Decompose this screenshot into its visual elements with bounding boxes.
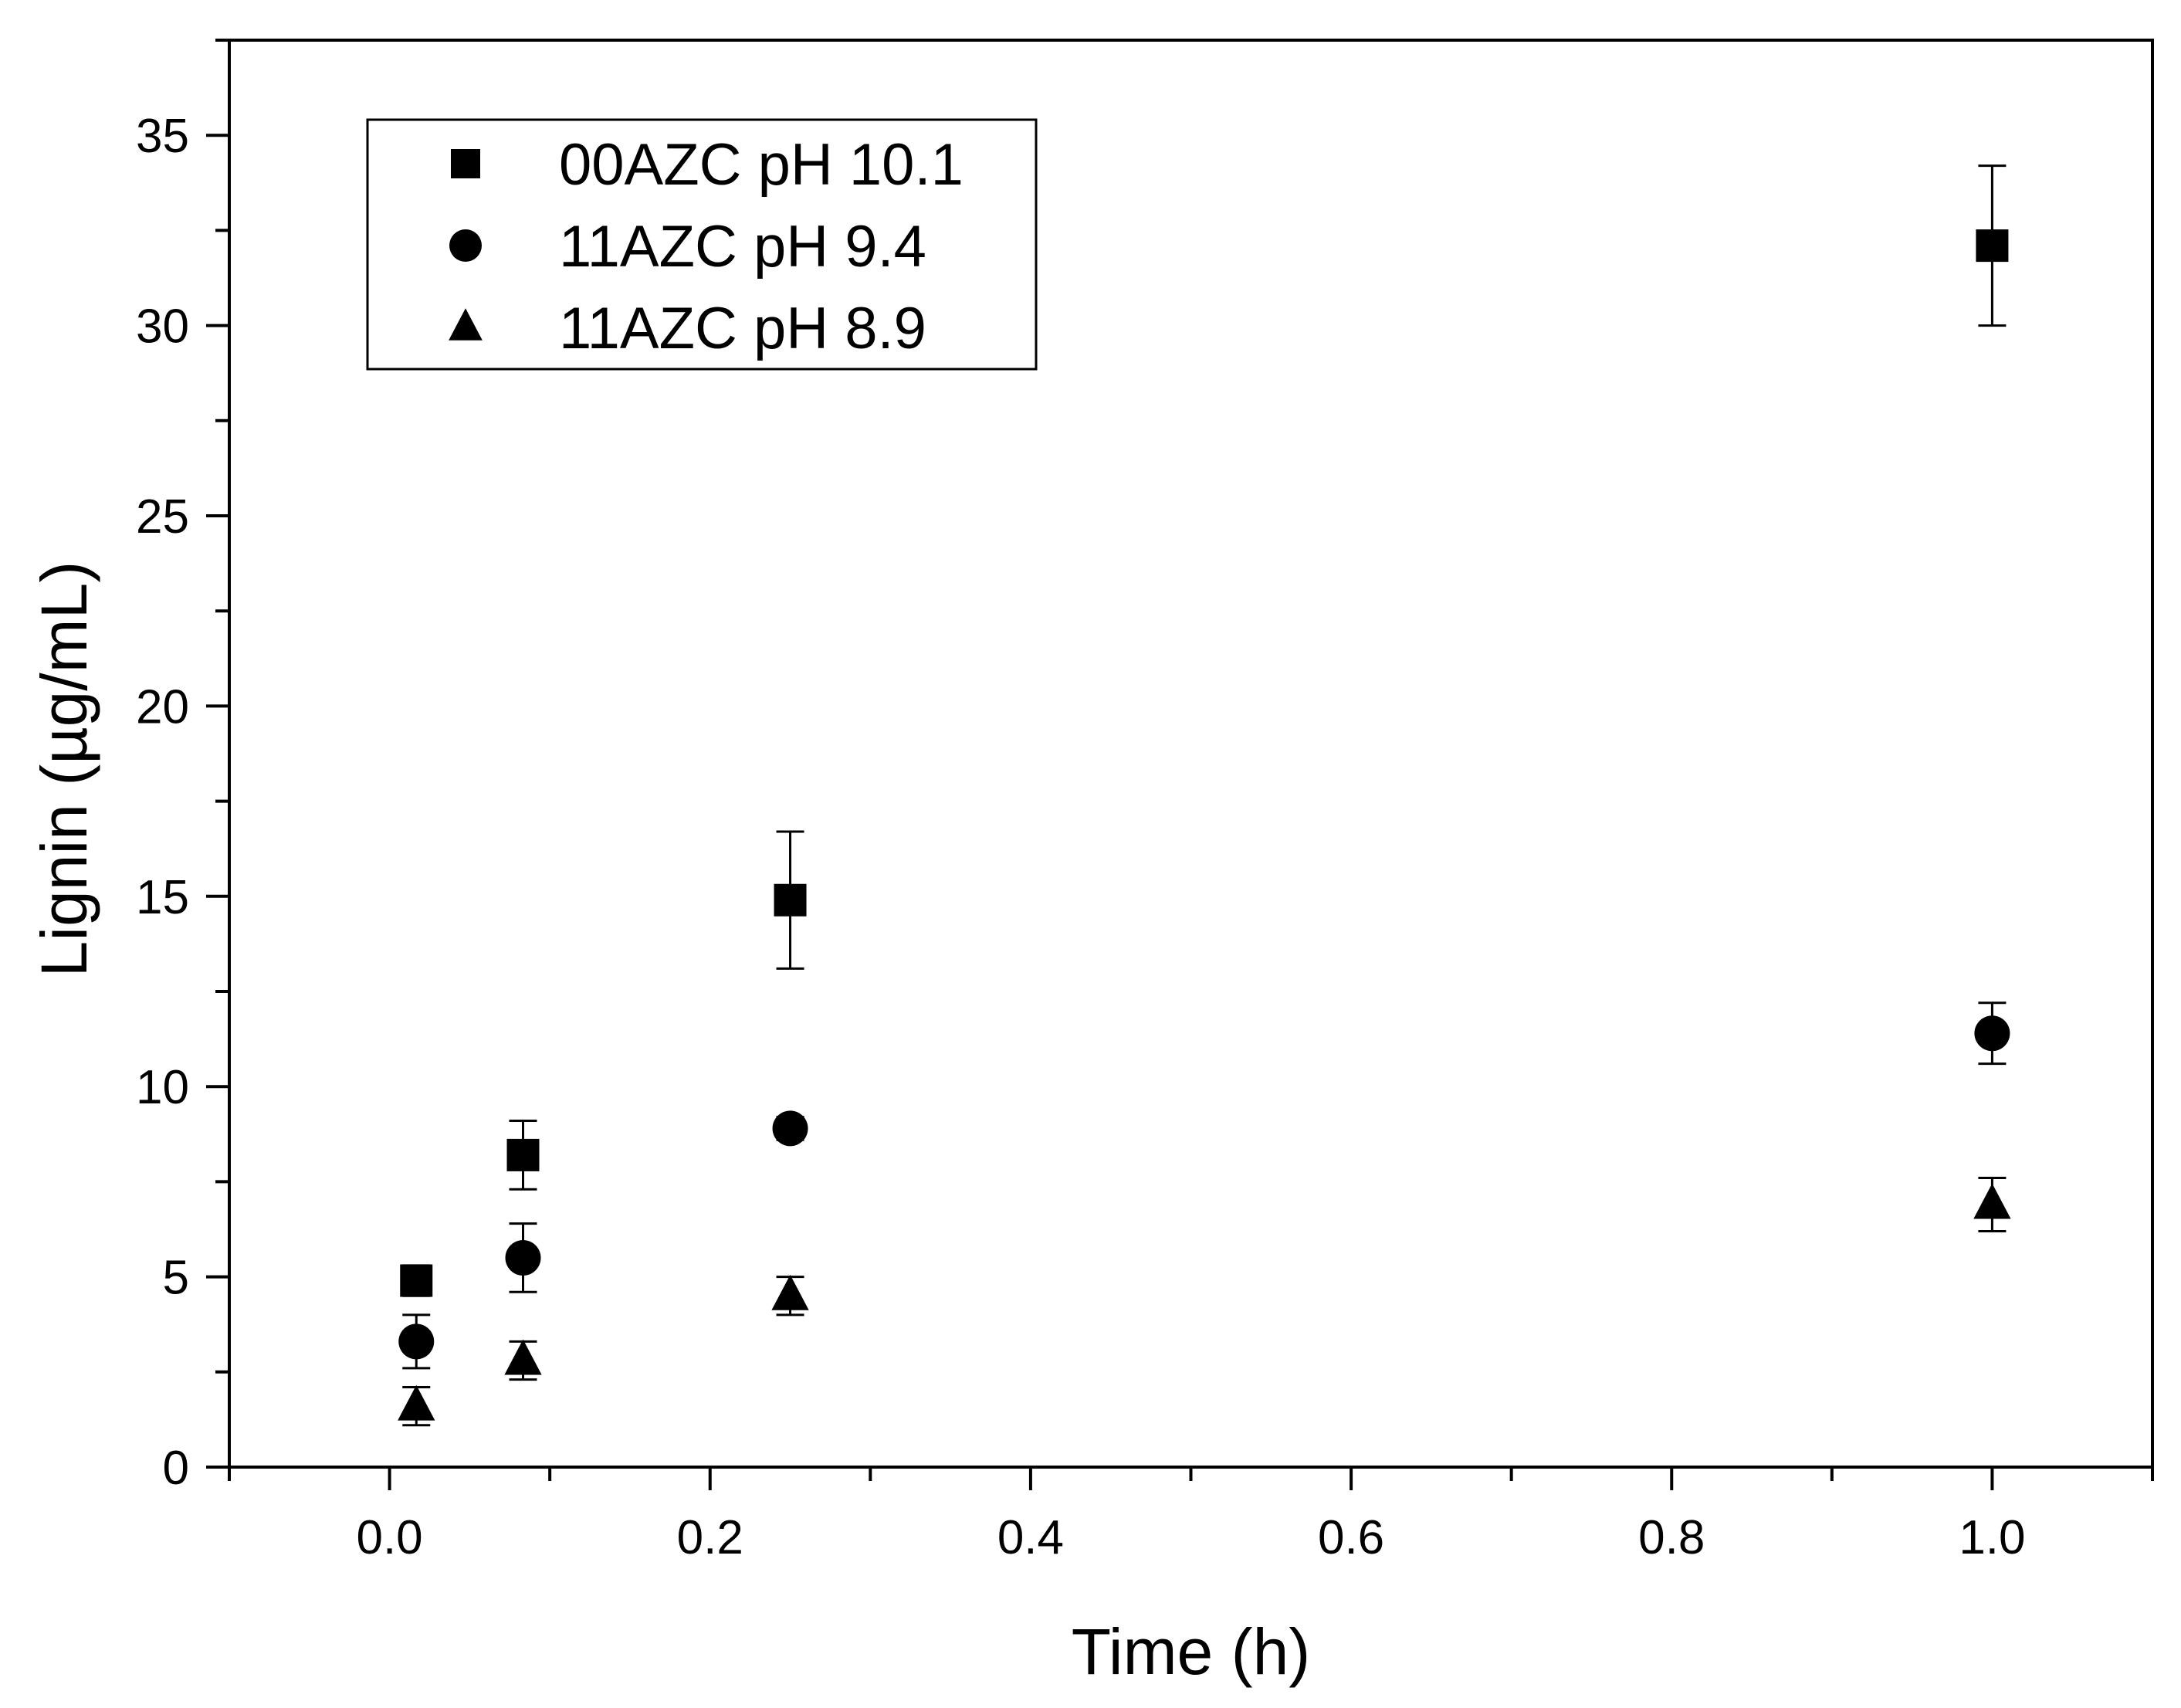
y-tick-label: 15 bbox=[136, 871, 189, 924]
series-0 bbox=[400, 164, 2009, 1297]
data-point-square bbox=[506, 1138, 540, 1171]
y-tick-label: 35 bbox=[136, 110, 189, 163]
y-tick-label: 0 bbox=[163, 1442, 189, 1495]
plot-frame bbox=[228, 39, 2154, 1469]
y-tick-label: 25 bbox=[136, 490, 189, 544]
data-point-triangle bbox=[771, 1274, 809, 1310]
y-axis-title: Lignin (µg/mL) bbox=[28, 561, 100, 978]
data-point-triangle bbox=[1973, 1183, 2011, 1219]
legend-symbols bbox=[449, 149, 483, 341]
x-tick-label: 0.2 bbox=[677, 1511, 743, 1564]
legend-symbol-square bbox=[451, 149, 480, 178]
data-point-square bbox=[400, 1264, 433, 1297]
legend-symbol-triangle bbox=[449, 308, 483, 341]
data-point-triangle bbox=[398, 1384, 435, 1421]
data-point-circle bbox=[1974, 1015, 2010, 1052]
y-tick-label: 30 bbox=[136, 300, 189, 354]
y-tick-label: 5 bbox=[163, 1252, 189, 1305]
data-point-triangle bbox=[504, 1339, 542, 1375]
legend-label-11azc-ph9-4: 11AZC pH 9.4 bbox=[559, 214, 926, 280]
data-point-circle bbox=[398, 1323, 435, 1360]
x-axis-title: Time (h) bbox=[1072, 1615, 1311, 1688]
legend-label-11azc-ph8-9: 11AZC pH 8.9 bbox=[559, 296, 926, 361]
legend-label-00azc-ph10-1: 00AZC pH 10.1 bbox=[559, 132, 964, 198]
x-tick-label: 1.0 bbox=[1959, 1511, 2025, 1564]
y-tick-label: 20 bbox=[136, 680, 189, 734]
x-tick-label: 0.8 bbox=[1638, 1511, 1705, 1564]
x-tick-label: 0.4 bbox=[997, 1511, 1064, 1564]
x-tick-label: 0.0 bbox=[356, 1511, 422, 1564]
data-point-square bbox=[1976, 229, 2009, 263]
legend-symbol-circle bbox=[449, 229, 482, 262]
series-2 bbox=[398, 1176, 2011, 1427]
data-point-circle bbox=[772, 1110, 808, 1147]
x-tick-label: 0.6 bbox=[1318, 1511, 1384, 1564]
legend: 00AZC pH 10.1 11AZC pH 9.4 11AZC pH 8.9 bbox=[366, 118, 1038, 371]
ticks-layer: 0.0 0.2 0.4 0.6 0.8 1.0 0 5 10 15 20 25 30 35 bbox=[136, 39, 2154, 1564]
data-point-square bbox=[774, 883, 807, 917]
data-points-layer bbox=[398, 164, 2011, 1427]
data-point-circle bbox=[505, 1239, 541, 1276]
y-tick-label: 10 bbox=[136, 1061, 189, 1114]
series-1 bbox=[398, 1001, 2010, 1370]
